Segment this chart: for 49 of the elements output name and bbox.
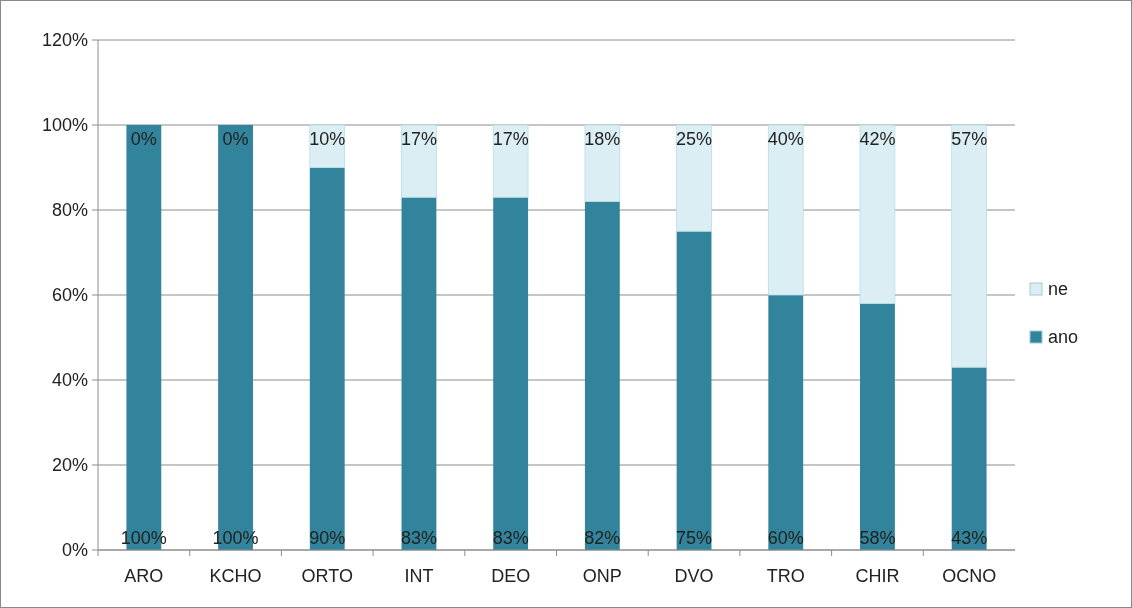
data-label: 25% — [676, 129, 713, 149]
x-tick-label: CHIR — [855, 566, 900, 586]
y-tick-label: 100% — [41, 115, 88, 136]
x-tick-label: TRO — [766, 566, 805, 586]
data-label: 40% — [767, 129, 804, 149]
bar — [584, 124, 621, 202]
y-tick-label: 20% — [51, 455, 88, 476]
x-tick-label: KCHO — [209, 566, 262, 586]
y-tick-label: 40% — [51, 370, 88, 391]
y-tick-label: 80% — [51, 200, 88, 221]
legend-label: ne — [1048, 279, 1069, 300]
bar — [492, 124, 529, 198]
y-tick-label: 60% — [51, 285, 88, 306]
y-tick-label: 120% — [41, 30, 88, 51]
bar — [951, 124, 987, 368]
bar — [859, 124, 896, 304]
data-label: 58% — [859, 528, 896, 548]
x-tick-label: ARO — [124, 566, 164, 586]
x-tick-label: INT — [404, 566, 434, 586]
bar — [493, 197, 529, 550]
bar — [951, 367, 987, 550]
bar — [676, 124, 712, 232]
bar — [676, 231, 712, 550]
x-tick-label: OCNO — [942, 566, 997, 586]
data-label: 83% — [492, 528, 529, 548]
bar — [768, 295, 804, 550]
data-label: 57% — [951, 129, 988, 149]
bar — [401, 124, 437, 198]
data-label: 0% — [130, 129, 157, 149]
data-label: 60% — [767, 528, 804, 548]
x-tick-label: DVO — [674, 566, 714, 586]
bar — [860, 303, 895, 550]
data-label: 10% — [309, 129, 346, 149]
bar — [584, 201, 620, 550]
x-tick-label: DEO — [491, 566, 531, 586]
x-tick-label: ONP — [582, 566, 622, 586]
bar — [767, 124, 804, 296]
data-label: 42% — [859, 129, 896, 149]
legend-label: ano — [1048, 327, 1079, 348]
bar — [401, 197, 437, 550]
data-label: 18% — [584, 129, 621, 149]
y-tick-label: 0% — [61, 540, 88, 561]
data-label: 82% — [584, 528, 621, 548]
data-label: 0% — [222, 129, 249, 149]
data-label: 17% — [400, 129, 437, 149]
x-tick-label: ORTO — [301, 566, 353, 586]
data-label: 90% — [309, 528, 346, 548]
data-label: 17% — [492, 129, 529, 149]
bar — [309, 167, 345, 550]
